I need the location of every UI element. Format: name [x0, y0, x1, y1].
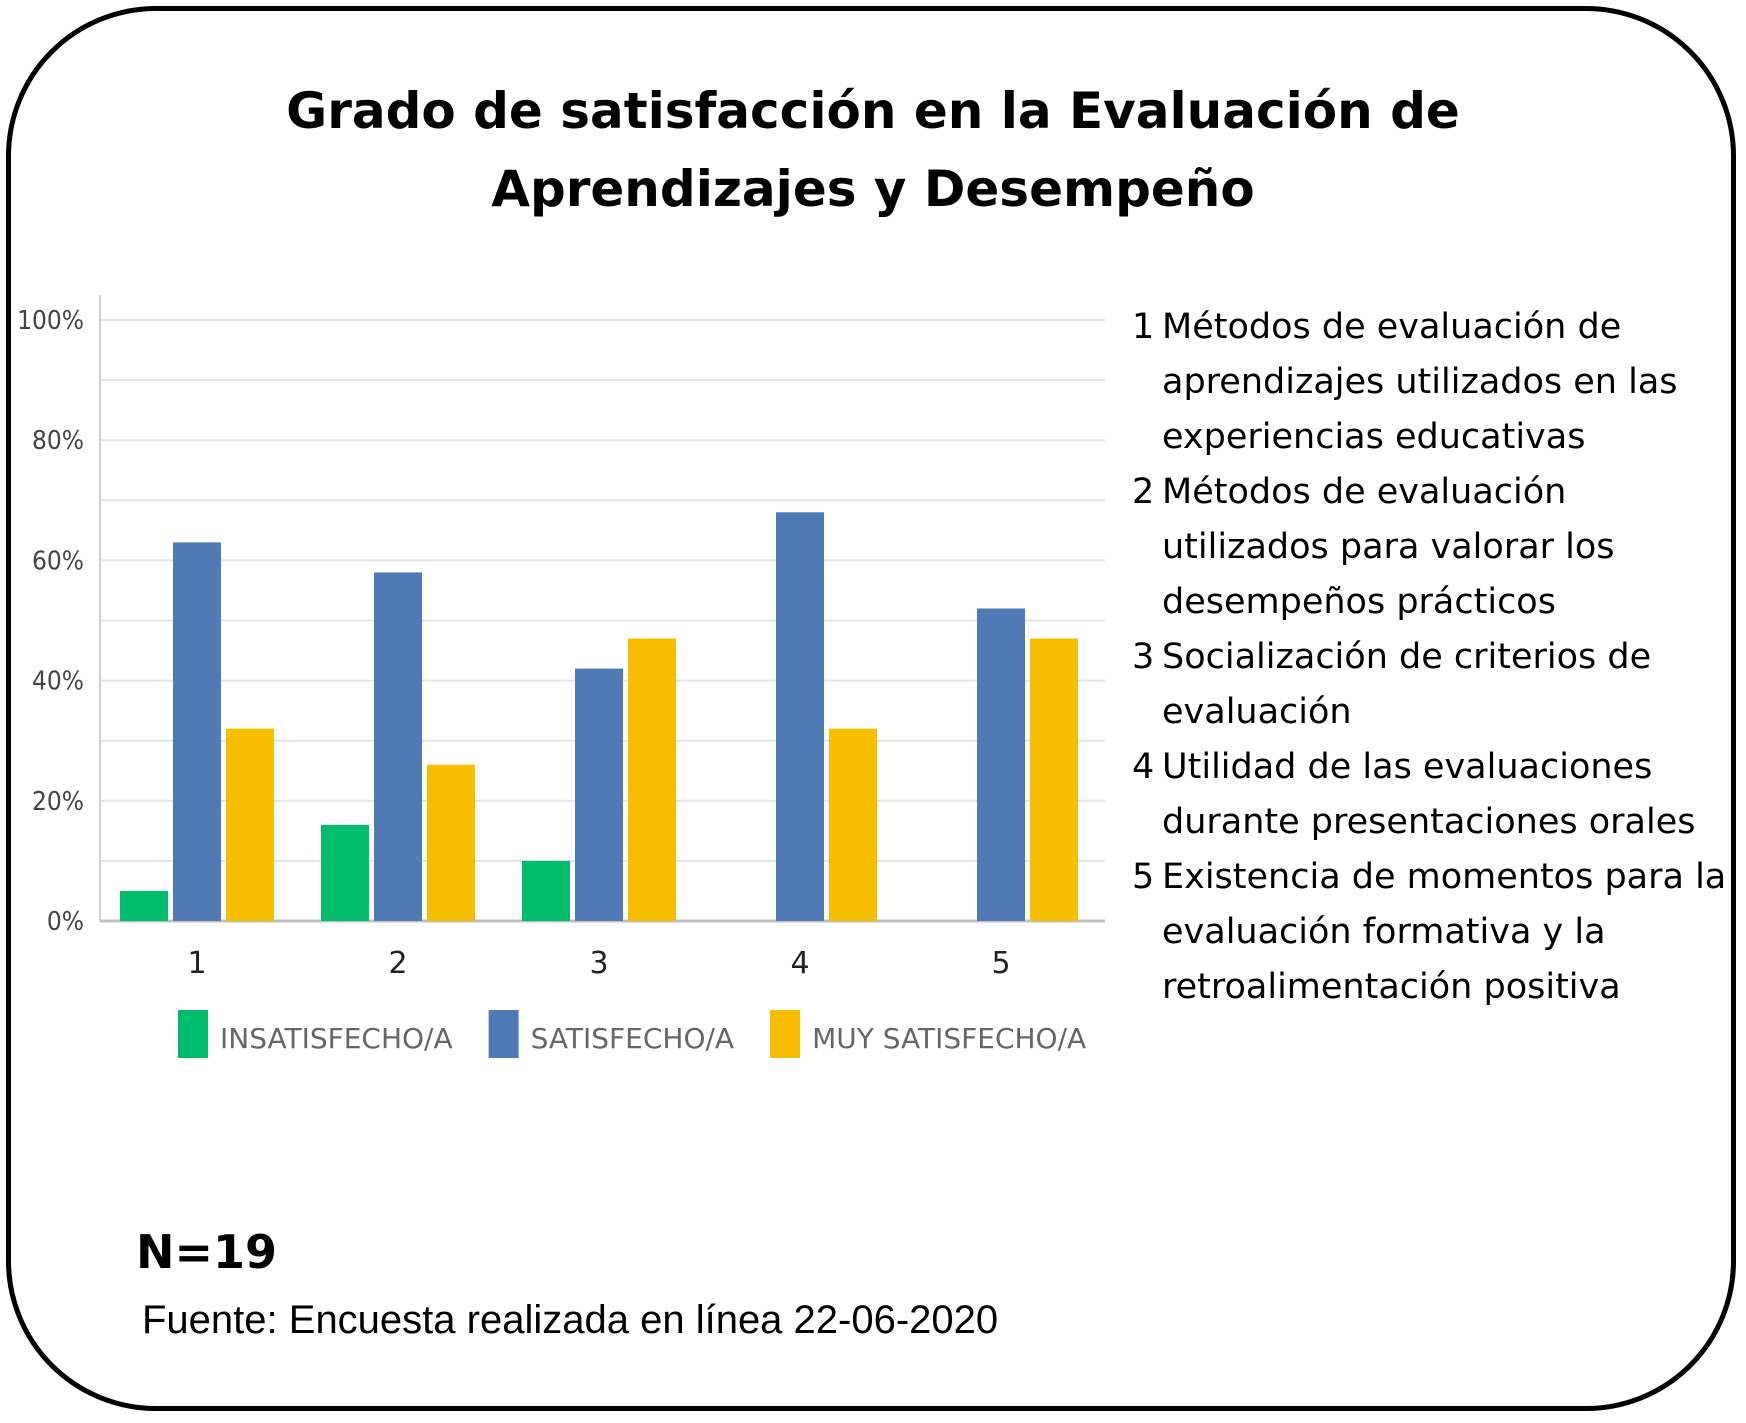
bar: [1030, 638, 1078, 921]
legend-swatch: [178, 1010, 208, 1058]
x-tick-label: 2: [388, 946, 407, 981]
description-item-4: 4 Utilidad de las evaluaciones durante p…: [1132, 740, 1732, 850]
description-text: Existencia de momentos para la evaluació…: [1162, 857, 1727, 1007]
legend-label: INSATISFECHO/A: [220, 1022, 453, 1055]
x-tick-label: 5: [991, 946, 1010, 981]
bar: [427, 764, 475, 921]
bar: [829, 728, 877, 921]
bar-chart: 0% 20% 40% 60% 80% 100% 1 2 3 4 5 INSATISFECHO/A S…: [17, 295, 1105, 1058]
rounded-frame: [6, 6, 1736, 1411]
bar: [374, 572, 422, 921]
bar: [575, 668, 623, 921]
y-tick-label: 100%: [17, 306, 84, 336]
description-text: Métodos de evaluación utilizados para va…: [1162, 472, 1615, 622]
legend-label: SATISFECHO/A: [531, 1022, 734, 1055]
y-tick-label: 60%: [32, 546, 84, 576]
x-tick-label: 3: [589, 946, 608, 981]
bar: [120, 890, 168, 921]
bar: [321, 824, 369, 921]
chart-title-line1: Grado de satisfacción en la Evaluación d…: [286, 82, 1460, 140]
y-tick-label: 80%: [32, 426, 84, 456]
bar: [522, 860, 570, 921]
source-note: Fuente: Encuesta realizada en línea 22-0…: [142, 1298, 999, 1342]
bar: [977, 608, 1025, 921]
bar: [226, 728, 274, 921]
description-text: Socialización de criterios de evaluación: [1162, 637, 1652, 732]
description-item-1: 1 Métodos de evaluación de aprendizajes …: [1132, 300, 1732, 465]
description-number: 2: [1132, 472, 1155, 512]
description-item-2: 2 Métodos de evaluación utilizados para …: [1132, 465, 1732, 630]
description-text: Utilidad de las evaluaciones durante pre…: [1162, 747, 1696, 842]
description-text: Métodos de evaluación de aprendizajes ut…: [1162, 307, 1678, 457]
description-number: 3: [1132, 637, 1155, 677]
x-tick-label: 1: [187, 946, 206, 981]
description-number: 1: [1132, 307, 1155, 347]
bar: [628, 638, 676, 921]
description-item-3: 3 Socialización de criterios de evaluaci…: [1132, 630, 1732, 740]
y-tick-label: 40%: [32, 667, 84, 697]
legend-swatch: [770, 1010, 801, 1058]
description-item-5: 5 Existencia de momentos para la evaluac…: [1132, 850, 1732, 1015]
description-number: 5: [1132, 857, 1155, 897]
description-number: 4: [1132, 747, 1155, 787]
chart-title-line2: Aprendizajes y Desempeño: [491, 160, 1255, 218]
legend-swatch: [488, 1010, 519, 1058]
item-descriptions: 1 Métodos de evaluación de aprendizajes …: [1132, 300, 1732, 1015]
legend-label: MUY SATISFECHO/A: [812, 1022, 1086, 1055]
y-tick-label: 20%: [32, 787, 84, 817]
bar: [776, 512, 824, 921]
sample-size-label: N=19: [136, 1225, 278, 1279]
y-tick-label: 0%: [47, 907, 84, 937]
bar: [173, 542, 221, 921]
x-tick-label: 4: [790, 946, 809, 981]
